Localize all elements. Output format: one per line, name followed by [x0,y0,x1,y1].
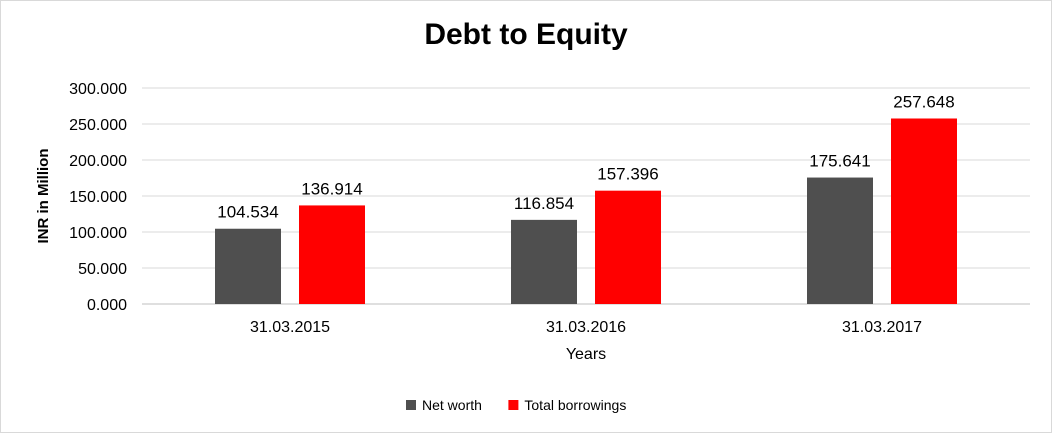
bar-total-borrowings [595,190,661,304]
y-axis-title: INR in Million [35,149,52,244]
y-tick-label: 300.000 [69,81,127,98]
data-label: 157.396 [597,165,658,184]
legend-swatch [508,400,519,410]
x-tick-label: 31.03.2015 [250,319,330,336]
y-tick-label: 50.000 [78,261,127,278]
x-axis-title: Years [566,346,606,363]
x-tick-label: 31.03.2016 [546,319,626,336]
legend-label: Total borrowings [524,397,626,413]
bar-net-worth [511,219,577,304]
chart-title: Debt to Equity [424,18,628,51]
y-tick-label: 0.000 [87,297,127,314]
x-tick-label: 31.03.2017 [842,319,922,336]
bar-total-borrowings [891,118,957,304]
data-label: 257.648 [893,92,954,111]
y-tick-label: 100.000 [69,225,127,242]
bar-net-worth [215,228,281,304]
legend-swatch [406,400,416,410]
bar-total-borrowings [299,205,365,304]
y-tick-label: 250.000 [69,117,127,134]
legend-label: Net worth [422,397,482,413]
data-label: 104.534 [217,203,278,222]
y-tick-label: 200.000 [69,153,127,170]
data-label: 136.914 [301,179,362,198]
y-tick-label: 150.000 [69,189,127,206]
bar-net-worth [807,177,873,304]
data-label: 175.641 [809,152,870,171]
data-label: 116.854 [514,194,574,213]
